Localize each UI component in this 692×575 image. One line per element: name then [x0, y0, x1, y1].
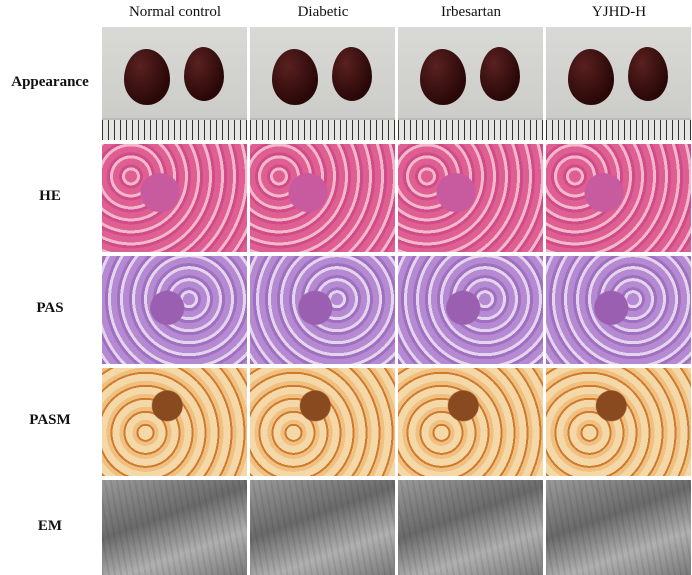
he-panel — [398, 144, 543, 252]
ruler — [398, 118, 543, 140]
pasm-panel — [250, 368, 395, 476]
pasm-panel — [102, 368, 247, 476]
row-label: PASM — [29, 412, 71, 428]
kidney — [184, 47, 224, 101]
pasm-panel — [398, 368, 543, 476]
row-label: PAS — [36, 300, 64, 316]
row-label: HE — [39, 188, 61, 204]
ruler — [546, 118, 691, 140]
row-label: Appearance — [11, 73, 89, 90]
kidney — [628, 47, 668, 101]
kidney — [124, 49, 170, 105]
kidney — [568, 49, 614, 105]
kidney — [272, 49, 318, 105]
em-panel — [546, 480, 691, 575]
he-panel — [102, 144, 247, 252]
pas-panel — [102, 256, 247, 364]
column-header: Diabetic — [297, 4, 349, 20]
appearance-panel — [546, 27, 691, 140]
kidney — [332, 47, 372, 101]
row-label: EM — [37, 517, 63, 534]
column-header: YJHD-H — [591, 4, 647, 20]
em-panel — [398, 480, 543, 575]
ruler — [250, 118, 395, 140]
kidney — [420, 49, 466, 105]
pas-panel — [398, 256, 543, 364]
he-panel — [546, 144, 691, 252]
pas-panel — [250, 256, 395, 364]
appearance-panel — [398, 27, 543, 140]
he-panel — [250, 144, 395, 252]
pas-panel — [546, 256, 691, 364]
pasm-panel — [546, 368, 691, 476]
column-header: Irbesartan — [441, 4, 501, 20]
em-panel — [102, 480, 247, 575]
column-header: Normal control — [128, 4, 222, 20]
appearance-panel — [102, 27, 247, 140]
em-panel — [250, 480, 395, 575]
kidney — [480, 47, 520, 101]
ruler — [102, 118, 247, 140]
appearance-panel — [250, 27, 395, 140]
